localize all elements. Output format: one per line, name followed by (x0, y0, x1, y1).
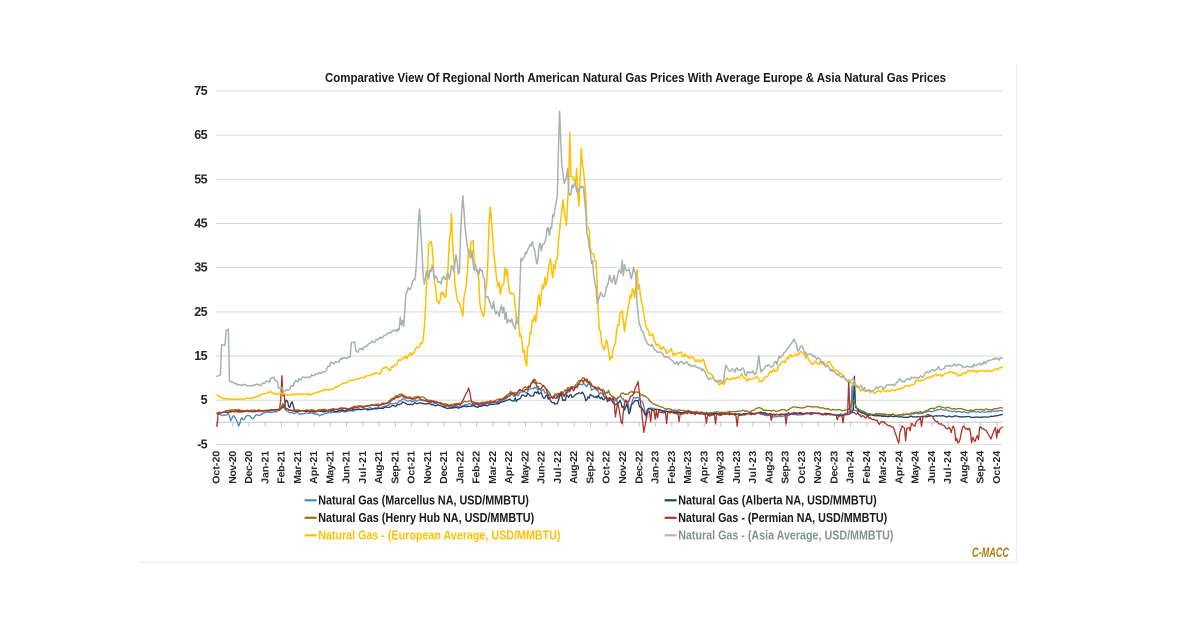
svg-text:Aug-22: Aug-22 (568, 451, 580, 484)
svg-text:45: 45 (194, 217, 207, 231)
svg-text:Natural Gas - (Asia Average, U: Natural Gas - (Asia Average, USD/MMBTU) (678, 529, 893, 543)
svg-text:Aug-23: Aug-23 (763, 451, 775, 484)
svg-text:C-MACC: C-MACC (972, 544, 1010, 560)
svg-text:Apr-21: Apr-21 (308, 451, 320, 484)
svg-text:Feb-23: Feb-23 (666, 451, 678, 484)
svg-text:Jan-21: Jan-21 (259, 451, 271, 484)
svg-text:Natural Gas (Marcellus NA, USD: Natural Gas (Marcellus NA, USD/MMBTU) (318, 494, 529, 508)
svg-text:Oct-24: Oct-24 (991, 451, 1003, 484)
svg-text:65: 65 (194, 128, 207, 142)
svg-text:Nov-21: Nov-21 (422, 451, 434, 484)
svg-text:Aug-21: Aug-21 (373, 451, 385, 484)
svg-text:Sep-23: Sep-23 (780, 451, 792, 484)
svg-text:Mar-24: Mar-24 (877, 451, 889, 484)
svg-text:Nov-20: Nov-20 (227, 451, 239, 484)
svg-text:May-21: May-21 (324, 451, 336, 484)
svg-text:35: 35 (194, 261, 207, 275)
svg-text:Jul-21: Jul-21 (357, 451, 369, 484)
svg-text:Jun-23: Jun-23 (731, 451, 743, 484)
svg-text:Natural Gas (Alberta NA, USD/M: Natural Gas (Alberta NA, USD/MMBTU) (678, 494, 877, 508)
svg-text:May-24: May-24 (910, 451, 922, 484)
svg-text:Natural Gas (Henry Hub NA, USD: Natural Gas (Henry Hub NA, USD/MMBTU) (318, 511, 534, 525)
svg-text:Natural Gas - (European Averag: Natural Gas - (European Average, USD/MMB… (318, 529, 560, 543)
svg-text:75: 75 (194, 84, 207, 98)
svg-text:Jul-22: Jul-22 (552, 451, 564, 484)
svg-text:Jul-24: Jul-24 (942, 451, 954, 484)
svg-text:-5: -5 (197, 437, 208, 451)
svg-text:May-23: May-23 (715, 451, 727, 484)
svg-text:Jan-22: Jan-22 (454, 451, 466, 484)
svg-text:Nov-22: Nov-22 (617, 451, 629, 484)
svg-text:15: 15 (194, 349, 207, 363)
svg-text:Jul-23: Jul-23 (747, 451, 759, 484)
svg-text:25: 25 (194, 305, 207, 319)
svg-text:Nov-23: Nov-23 (812, 451, 824, 484)
svg-text:Dec-21: Dec-21 (438, 451, 450, 484)
svg-text:Mar-21: Mar-21 (292, 451, 304, 484)
svg-text:Aug-24: Aug-24 (958, 451, 970, 484)
svg-text:55: 55 (194, 172, 207, 186)
svg-text:Sep-24: Sep-24 (975, 451, 987, 484)
svg-text:Jan-24: Jan-24 (845, 451, 857, 484)
svg-text:Apr-24: Apr-24 (893, 451, 905, 484)
svg-text:Jan-23: Jan-23 (650, 451, 662, 484)
svg-text:May-22: May-22 (519, 451, 531, 484)
svg-text:Feb-22: Feb-22 (471, 451, 483, 484)
svg-text:Dec-23: Dec-23 (828, 451, 840, 484)
svg-text:Jun-22: Jun-22 (536, 451, 548, 484)
svg-text:Oct-20: Oct-20 (211, 451, 223, 484)
svg-text:Oct-23: Oct-23 (796, 451, 808, 484)
svg-text:Dec-22: Dec-22 (633, 451, 645, 484)
svg-text:Feb-24: Feb-24 (861, 451, 873, 484)
svg-text:5: 5 (201, 393, 208, 407)
svg-text:Apr-22: Apr-22 (503, 451, 515, 484)
svg-text:Feb-21: Feb-21 (276, 451, 288, 484)
svg-text:Apr-23: Apr-23 (698, 451, 710, 484)
svg-text:Oct-21: Oct-21 (406, 451, 418, 484)
svg-text:Jun-21: Jun-21 (341, 451, 353, 484)
svg-text:Dec-20: Dec-20 (243, 451, 255, 484)
svg-text:Comparative View Of Regional N: Comparative View Of Regional North Ameri… (325, 70, 946, 85)
svg-text:Sep-22: Sep-22 (584, 451, 596, 484)
svg-text:Mar-23: Mar-23 (682, 451, 694, 484)
svg-text:Oct-22: Oct-22 (601, 451, 613, 484)
svg-text:Mar-22: Mar-22 (487, 451, 499, 484)
svg-text:Jun-24: Jun-24 (926, 451, 938, 484)
svg-text:Sep-21: Sep-21 (389, 451, 401, 484)
svg-text:Natural Gas - (Permian NA, USD: Natural Gas - (Permian NA, USD/MMBTU) (678, 511, 887, 525)
